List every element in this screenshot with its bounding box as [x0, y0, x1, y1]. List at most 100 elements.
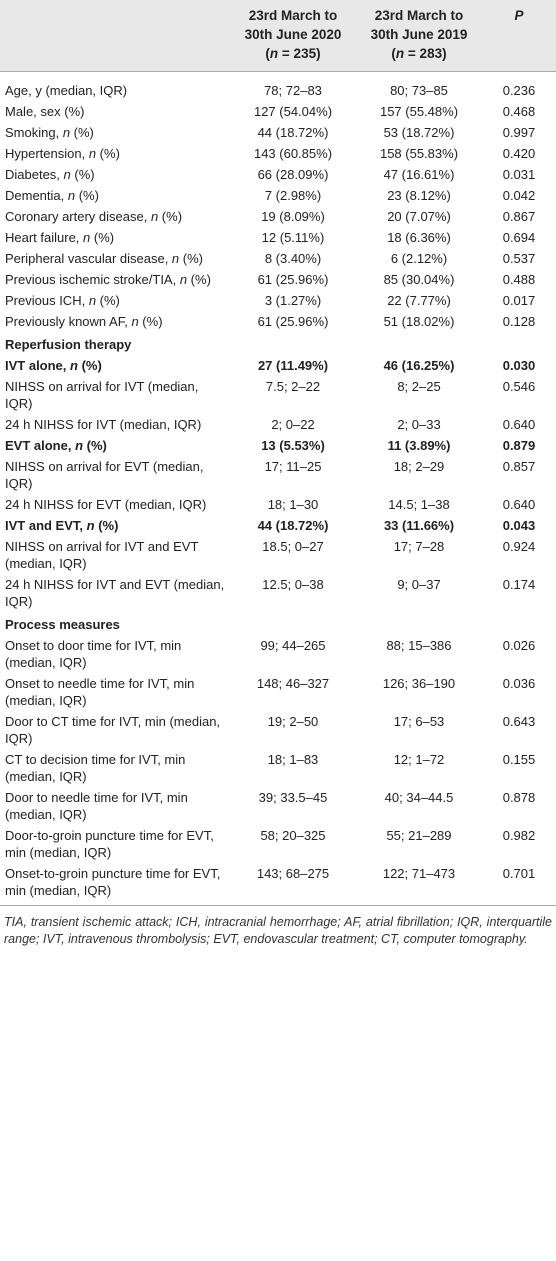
value-2020: 8 (3.40%) [264, 251, 322, 266]
row-label: CT to decision time for IVT, min (median… [5, 752, 186, 784]
value-2019: 11 (3.89%) [387, 438, 451, 453]
row-label: Door to CT time for IVT, min (median, IQ… [5, 714, 221, 746]
table-row: Previous ischemic stroke/TIA, n (%) 61 (2… [0, 270, 556, 291]
table-row: Door-to-groin puncture time for EVT, min… [0, 826, 556, 864]
p-value: 0.468 [502, 104, 536, 119]
value-2020: 19; 2–50 [267, 714, 319, 729]
p-value: 0.030 [502, 358, 536, 373]
value-2019: 53 (18.72%) [383, 125, 455, 140]
row-label: Heart failure, n (%) [5, 230, 115, 245]
value-2020: 19 (8.09%) [261, 209, 325, 224]
table-body: Age, y (median, IQR) 78; 72–83 80; 73–85 0.… [0, 72, 556, 906]
value-2020: 18; 1–30 [267, 497, 319, 512]
value-2020: 127 (54.04%) [253, 104, 333, 119]
value-2020: 66 (28.09%) [257, 167, 329, 182]
value-2020: 2; 0–22 [271, 417, 315, 432]
value-2019: 17; 6–53 [393, 714, 445, 729]
header-2019-line2: 30th June 2019 [370, 27, 468, 42]
section-row: Reperfusion therapy [0, 333, 556, 356]
value-2019: 18; 2–29 [393, 459, 445, 474]
row-label: Previously known AF, n (%) [5, 314, 163, 329]
row-label: Onset to door time for IVT, min (median,… [5, 638, 182, 670]
table-row: Smoking, n (%) 44 (18.72%) 53 (18.72%) 0.99… [0, 123, 556, 144]
header-2019-n: (n = 283) [391, 46, 447, 61]
p-value [482, 613, 556, 636]
table-row: NIHSS on arrival for IVT (median, IQR) 7.… [0, 377, 556, 415]
section-row: Process measures [0, 613, 556, 636]
p-value [482, 333, 556, 356]
p-value: 0.031 [502, 167, 536, 182]
p-value: 0.640 [502, 497, 536, 512]
header-2020-line2: 30th June 2020 [244, 27, 342, 42]
value-2020: 39; 33.5–45 [258, 790, 328, 805]
header-2020-line1: 23rd March to [248, 8, 338, 23]
value-2019: 85 (30.04%) [383, 272, 455, 287]
p-value: 0.537 [502, 251, 536, 266]
table-row: Previously known AF, n (%) 61 (25.96%) 51 … [0, 312, 556, 333]
p-value: 0.640 [502, 417, 536, 432]
p-value: 0.155 [502, 752, 536, 767]
header-p: P [482, 0, 556, 72]
row-label: Smoking, n (%) [5, 125, 94, 140]
value-2019: 22 (7.77%) [387, 293, 451, 308]
table-row: Onset to door time for IVT, min (median,… [0, 636, 556, 674]
row-label: Door-to-groin puncture time for EVT, min… [5, 828, 214, 860]
p-value: 0.017 [502, 293, 536, 308]
table-row: Onset to needle time for IVT, min (media… [0, 674, 556, 712]
value-2019: 33 (11.66%) [383, 518, 455, 533]
value-2020 [230, 613, 356, 636]
value-2020: 143 (60.85%) [253, 146, 333, 161]
p-value: 0.042 [502, 188, 536, 203]
value-2020: 18.5; 0–27 [262, 539, 324, 554]
table-row: NIHSS on arrival for IVT and EVT (median… [0, 537, 556, 575]
row-label: Male, sex (%) [5, 104, 85, 119]
value-2019 [356, 333, 482, 356]
row-label: Age, y (median, IQR) [5, 83, 128, 98]
p-value: 0.924 [502, 539, 536, 554]
p-value: 0.488 [502, 272, 536, 287]
table-row: CT to decision time for IVT, min (median… [0, 750, 556, 788]
value-2019: 158 (55.83%) [379, 146, 459, 161]
row-label: Previous ischemic stroke/TIA, n (%) [5, 272, 211, 287]
table-row: Coronary artery disease, n (%) 19 (8.09%)… [0, 207, 556, 228]
p-value: 0.036 [502, 676, 536, 691]
row-label: Peripheral vascular disease, n (%) [5, 251, 203, 266]
value-2019: 88; 15–386 [386, 638, 452, 653]
row-label: EVT alone, n (%) [5, 438, 107, 453]
value-2020: 58; 20–325 [260, 828, 326, 843]
p-value: 0.701 [482, 864, 556, 906]
value-2019: 18 (6.36%) [387, 230, 451, 245]
value-2019: 80; 73–85 [390, 83, 448, 98]
value-2020: 13 (5.53%) [261, 438, 325, 453]
value-2019: 122; 71–473 [356, 864, 482, 906]
row-label: Process measures [5, 617, 120, 632]
p-value: 0.694 [502, 230, 536, 245]
value-2019: 14.5; 1–38 [388, 497, 450, 512]
row-label: NIHSS on arrival for EVT (median, IQR) [5, 459, 204, 491]
p-value: 0.982 [502, 828, 536, 843]
p-value: 0.867 [502, 209, 536, 224]
row-label: Previous ICH, n (%) [5, 293, 120, 308]
table-row: Previous ICH, n (%) 3 (1.27%) 22 (7.77%) 0.… [0, 291, 556, 312]
table-row: 24 h NIHSS for IVT (median, IQR) 2; 0–22 2… [0, 415, 556, 436]
value-2019: 17; 7–28 [393, 539, 445, 554]
value-2019: 126; 36–190 [382, 676, 456, 691]
row-label: Diabetes, n (%) [5, 167, 95, 182]
p-value: 0.546 [502, 379, 536, 394]
header-2019-line1: 23rd March to [374, 8, 464, 23]
row-label: 24 h NIHSS for IVT (median, IQR) [5, 417, 202, 432]
value-2020: 78; 72–83 [264, 83, 322, 98]
value-2020: 18; 1–83 [267, 752, 319, 767]
value-2020 [230, 333, 356, 356]
value-2019: 46 (16.25%) [383, 358, 455, 373]
p-value: 0.878 [502, 790, 536, 805]
value-2019: 8; 2–25 [397, 379, 441, 394]
table-row: NIHSS on arrival for EVT (median, IQR) 17… [0, 457, 556, 495]
value-2019: 6 (2.12%) [390, 251, 448, 266]
value-2020: 12.5; 0–38 [262, 577, 324, 592]
value-2020: 3 (1.27%) [264, 293, 322, 308]
table-row: IVT alone, n (%) 27 (11.49%) 46 (16.25%) 0.… [0, 356, 556, 377]
header-2020: 23rd March to 30th June 2020 (n = 235) [230, 0, 356, 72]
row-label: IVT and EVT, n (%) [5, 518, 119, 533]
table-row: Hypertension, n (%) 143 (60.85%) 158 (55.8… [0, 144, 556, 165]
